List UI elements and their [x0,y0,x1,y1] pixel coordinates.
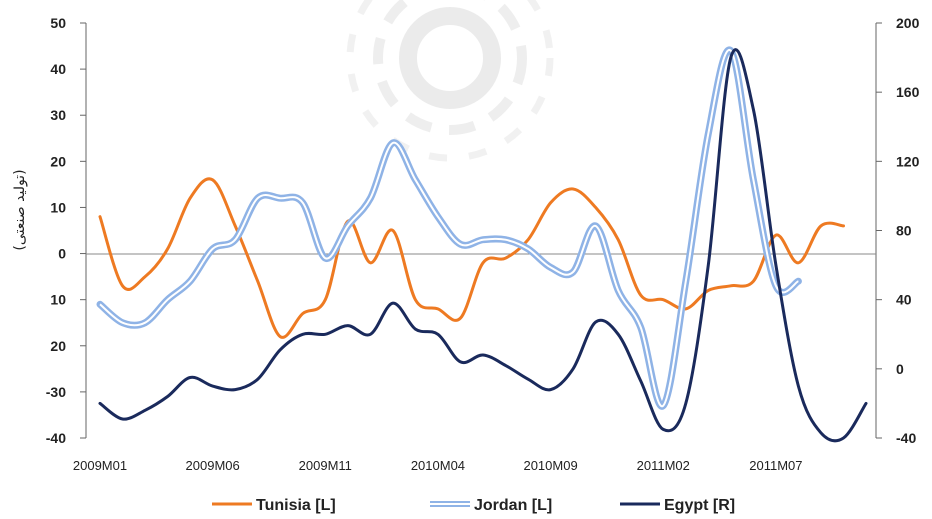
legend-label-jordan: Jordan [L] [474,497,552,514]
x-tick-label: 2011M02 [637,458,690,473]
right-tick-label: 200 [896,15,920,31]
x-tick-label: 2009M06 [186,458,240,473]
y-axis-title: (تولید صنعتی) [12,169,28,250]
right-tick-label: 80 [896,223,912,239]
left-tick-label: -30 [46,384,66,400]
left-tick-label: 40 [50,61,66,77]
series-lines [96,46,868,443]
x-tick-label: 2009M01 [73,458,127,473]
right-tick-label: 40 [896,292,912,308]
legend: Tunisia [L] Jordan [L] Egypt [R] [212,497,735,514]
left-tick-label: 50 [50,15,66,31]
right-tick-label: -40 [896,430,916,446]
x-tick-label: 2011M07 [749,458,802,473]
watermark-emblem [346,0,554,162]
left-tick-label: 20 [50,153,66,169]
legend-label-tunisia: Tunisia [L] [256,497,336,514]
series-line-jordan-highlight [99,49,799,407]
series-line-tunisia [98,177,845,339]
x-tick-label: 2010M09 [523,458,577,473]
left-tick-label: -40 [46,430,66,446]
right-tick-label: 0 [896,361,904,377]
x-axis-ticks: 2009M01 2009M06 2009M11 2010M04 2010M09 2011M… [73,458,803,473]
x-tick-label: 2010M04 [411,458,465,473]
left-axis-ticks: 50 40 30 20 10 0 10 20 -30 -40 [46,15,86,446]
series-line-egypt [98,48,868,443]
legend-label-egypt: Egypt [R] [664,497,735,514]
left-tick-label: 0 [58,246,66,262]
left-tick-label: 10 [50,292,66,308]
left-tick-label: 30 [50,107,66,123]
left-tick-label: 20 [50,338,66,354]
x-tick-label: 2009M11 [299,458,352,473]
left-tick-label: 10 [50,199,66,215]
right-tick-label: 160 [896,84,920,100]
right-tick-label: 120 [896,153,920,169]
right-axis-ticks: 200 160 120 80 40 0 -40 [876,15,920,446]
